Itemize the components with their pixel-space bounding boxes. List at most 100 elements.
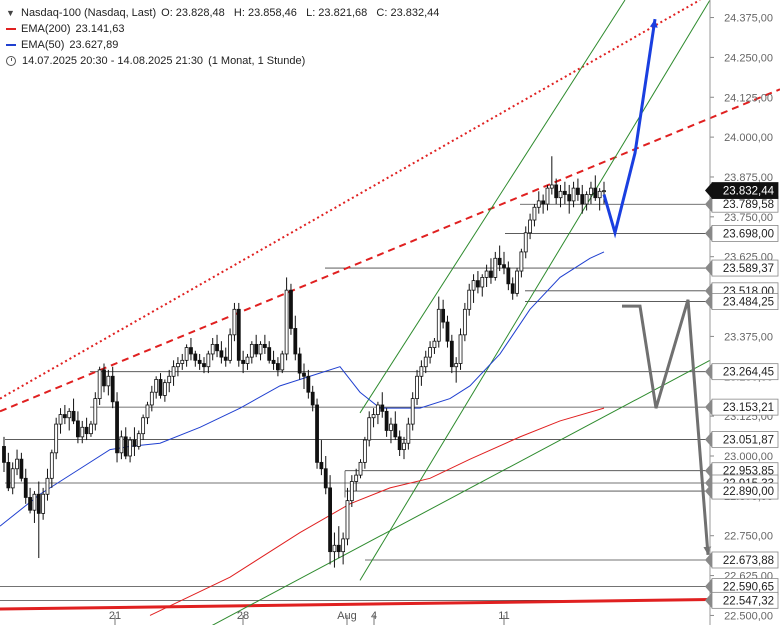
candle-body — [376, 404, 380, 415]
candle-body — [597, 190, 602, 199]
legend-ema200-row[interactable]: EMA(200) 23.141,63 — [6, 21, 439, 37]
y-tick-label: 23.750,00 — [724, 212, 773, 224]
candle-body — [110, 375, 115, 403]
candle-body — [119, 436, 124, 454]
candle-body — [132, 439, 137, 447]
candle-body — [154, 379, 159, 393]
ema200-value: 23.141,63 — [75, 23, 125, 35]
x-tick-label: 11 — [498, 610, 509, 622]
level-price-tag-pointer-icon — [705, 260, 712, 277]
level-price-tag-pointer-icon — [705, 431, 712, 448]
candle-body — [580, 194, 585, 205]
y-tick-label: 23.000,00 — [724, 451, 773, 463]
candle-body — [10, 468, 15, 489]
level-price-tag: 23.789,58 — [723, 199, 774, 211]
candle-body — [393, 423, 398, 438]
level-price-tag-pointer-icon — [705, 578, 712, 595]
candle-body — [371, 414, 376, 419]
level-price-tag: 23.153,21 — [723, 402, 774, 414]
candle-body — [128, 439, 132, 457]
candle-body — [232, 308, 237, 336]
candle-body — [467, 289, 472, 310]
level-price-tag: 22.890,00 — [723, 486, 774, 498]
legend-ema50-row[interactable]: EMA(50) 23.627,89 — [6, 37, 439, 53]
candle-body — [523, 232, 528, 253]
ema200-label: EMA(200) — [21, 23, 71, 35]
candle-body — [571, 187, 576, 202]
candle-body — [193, 353, 198, 361]
candle-body — [276, 363, 280, 371]
candle-body — [189, 347, 193, 355]
y-tick-label: 24.250,00 — [724, 52, 773, 64]
y-tick-label: 23.375,00 — [724, 331, 773, 343]
candle-body — [76, 420, 80, 438]
x-tick-label: 4 — [371, 610, 377, 622]
candle-body — [315, 404, 319, 463]
level-price-tag: 23.698,00 — [723, 228, 774, 240]
candle-body — [310, 391, 315, 406]
candle-body — [93, 398, 98, 425]
candle-body — [297, 353, 302, 374]
candle-body — [293, 328, 298, 355]
candle-body — [158, 379, 163, 396]
candle-body — [71, 410, 76, 422]
candle-body — [184, 347, 189, 361]
candle-body — [423, 356, 428, 368]
candle-body — [567, 194, 572, 202]
candle-body — [162, 382, 167, 396]
candle-body — [236, 308, 241, 361]
ema200-swatch-icon — [6, 28, 16, 30]
level-price-tag-pointer-icon — [705, 462, 712, 479]
ema200-line — [149, 407, 605, 616]
candle-body — [602, 190, 606, 193]
candle-body — [219, 350, 224, 358]
level-price-tag: 23.264,45 — [723, 367, 774, 379]
candle-body — [123, 436, 128, 457]
level-price-tag-pointer-icon — [705, 293, 712, 310]
candle-body — [554, 184, 559, 199]
bearish-forecast-path — [622, 299, 710, 555]
legend-symbol-row[interactable]: ▼ Nasdaq-100 (Nasdaq, Last) O: 23.828,48… — [6, 5, 439, 21]
candle-body — [367, 417, 372, 441]
level-price-tag-pointer-icon — [705, 592, 712, 609]
candle-body — [80, 426, 85, 438]
y-tick-label: 24.125,00 — [724, 92, 773, 104]
date-range: 14.07.2025 20:30 - 14.08.2025 21:30 — [22, 55, 204, 67]
candle-body — [332, 544, 337, 553]
interval-label: (1 Monat, 1 Stunde) — [208, 55, 306, 67]
candle-body — [328, 487, 332, 553]
candle-body — [419, 366, 424, 377]
candle-body — [528, 219, 532, 234]
candle-body — [280, 353, 285, 371]
candle-body — [115, 401, 119, 454]
candle-body — [176, 363, 180, 368]
candle-body — [289, 289, 293, 329]
clock-icon — [6, 56, 16, 66]
y-tick-label: 24.375,00 — [724, 13, 773, 25]
level-price-tag: 23.051,87 — [723, 434, 774, 446]
candle-body — [532, 206, 537, 221]
candle-body — [515, 270, 519, 294]
candle-body — [476, 280, 480, 288]
candle-body — [6, 461, 11, 489]
candle-body — [549, 184, 554, 189]
candle-body — [302, 372, 306, 377]
candle-body — [106, 375, 111, 387]
level-price-tag: 23.589,37 — [723, 263, 774, 275]
forecast-arrowhead-icon — [703, 546, 712, 555]
candle-body — [267, 347, 272, 361]
candle-body — [206, 353, 211, 368]
x-tick-label: 21 — [109, 610, 121, 622]
candle-body — [415, 375, 419, 399]
level-price-tag-pointer-icon — [705, 483, 712, 500]
ema50-swatch-icon — [6, 44, 16, 46]
candle-body — [167, 375, 172, 384]
candle-body — [84, 426, 89, 435]
collapse-chevron-icon[interactable]: ▼ — [6, 8, 15, 18]
level-price-tag: 23.484,25 — [723, 297, 774, 309]
candle-body — [102, 369, 106, 387]
level-price-tag-pointer-icon — [705, 551, 712, 568]
candle-body — [223, 356, 228, 361]
